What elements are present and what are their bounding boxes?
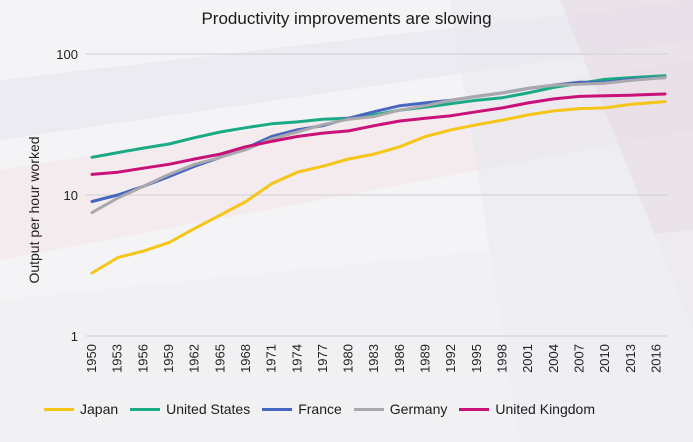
- legend-label-united-states: United States: [166, 401, 251, 417]
- x-tick-label: 1986: [392, 344, 407, 373]
- legend-label-germany: Germany: [389, 401, 448, 417]
- x-tick-label: 2007: [571, 344, 586, 373]
- x-tick-label: 1995: [469, 344, 484, 373]
- x-tick-label: 1953: [110, 344, 125, 373]
- x-axis-ticks: 1950 1953 1956 1959 1962 1965 1968 1971 1974 1977…: [84, 344, 663, 373]
- x-tick-label: 1992: [443, 344, 458, 373]
- legend-swatch-germany: [353, 407, 384, 411]
- x-tick-label: 1980: [341, 344, 356, 373]
- x-tick-label: 1989: [418, 344, 433, 373]
- x-tick-label: 1959: [161, 344, 176, 373]
- gridlines: [86, 53, 668, 337]
- x-tick-label: 2001: [520, 344, 535, 373]
- y-axis-ticks: 100 10 1: [56, 47, 78, 344]
- y-tick-label: 100: [56, 47, 78, 62]
- legend-label-japan: Japan: [80, 401, 119, 417]
- x-tick-label: 1962: [187, 344, 202, 373]
- legend-item-germany[interactable]: Germany: [353, 401, 448, 417]
- x-tick-label: 1983: [366, 344, 381, 373]
- legend-item-france[interactable]: France: [262, 401, 342, 417]
- series-line-germany: [90, 76, 667, 215]
- series-lines: [90, 74, 667, 275]
- legend-swatch-france: [262, 407, 293, 411]
- x-tick-label: 1974: [289, 344, 304, 373]
- series-line-japan: [90, 100, 667, 275]
- legend-swatch-united-kingdom: [459, 407, 490, 411]
- x-tick-label: 1956: [135, 344, 150, 373]
- x-tick-label: 2016: [648, 344, 663, 373]
- x-tick-label: 1950: [84, 344, 99, 373]
- y-tick-label: 1: [71, 329, 78, 344]
- x-tick-label: 2004: [546, 344, 561, 373]
- x-tick-label: 2010: [597, 344, 612, 373]
- legend-item-japan[interactable]: Japan: [44, 401, 118, 417]
- legend-label-france: France: [298, 401, 342, 417]
- x-tick-label: 1968: [238, 344, 253, 373]
- legend-item-united-states[interactable]: United States: [130, 401, 250, 417]
- series-line-united-kingdom: [90, 92, 667, 176]
- x-tick-label: 1965: [212, 344, 227, 373]
- legend-swatch-united-states: [130, 407, 161, 411]
- x-tick-label: 1971: [264, 344, 279, 373]
- legend-label-united-kingdom: United Kingdom: [495, 401, 595, 417]
- x-tick-label: 1977: [315, 344, 330, 373]
- legend: Japan United States France Germany Unite…: [44, 398, 607, 420]
- y-axis-label: Output per hour worked: [26, 136, 42, 283]
- y-tick-label: 10: [64, 188, 78, 203]
- x-tick-label: 2013: [623, 344, 638, 373]
- legend-item-united-kingdom[interactable]: United Kingdom: [459, 401, 595, 417]
- chart-title: Productivity improvements are slowing: [201, 9, 492, 28]
- x-tick-label: 1998: [495, 344, 510, 373]
- legend-swatch-japan: [44, 407, 74, 411]
